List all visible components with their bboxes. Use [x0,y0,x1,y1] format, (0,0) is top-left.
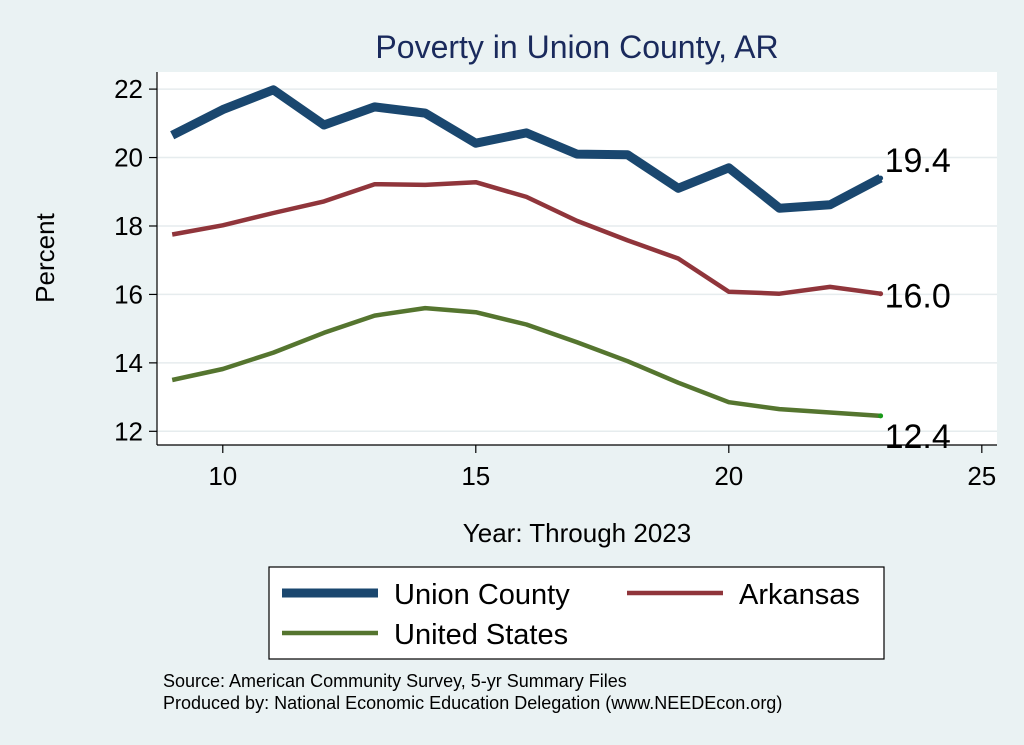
legend: Union County Arkansas United States [282,579,860,651]
plot-area [157,72,997,445]
legend-label-arkansas: Arkansas [739,579,860,611]
end-label-united-states: 12.4 [885,418,951,456]
series-endpoint-arkansas [878,291,884,297]
y-tick-label-20: 20 [114,143,143,173]
y-tick-label-12: 12 [114,416,143,446]
x-tick-label-20: 20 [714,461,743,491]
end-label-arkansas: 16.0 [885,278,951,316]
y-tick-label-16: 16 [114,279,143,309]
x-tick-label-25: 25 [967,461,996,491]
y-tick-label-22: 22 [114,74,143,104]
x-tick-label-10: 10 [208,461,237,491]
series-line-arkansas [171,179,881,296]
x-axis-label: Year: Through 2023 [463,518,691,548]
y-axis-label: Percent [30,212,60,302]
source-line-1: Source: American Community Survey, 5-yr … [163,671,627,691]
legend-box [268,566,885,660]
end-label-union-county: 19.4 [885,142,951,180]
series-endpoint-union-county [878,175,884,181]
legend-label-union-county: Union County [394,579,570,611]
end-labels: 19.4 16.0 12.4 [885,142,951,456]
y-tick-label-14: 14 [114,348,143,378]
series-line-union-county [170,85,883,213]
series-lines [170,85,884,419]
series-endpoint-united-states [878,413,884,419]
legend-label-united-states: United States [394,619,568,651]
y-tick-label-18: 18 [114,211,143,241]
x-tick-label-15: 15 [461,461,490,491]
axes: 12 14 16 18 20 22 10 15 20 25 [114,72,997,491]
series-line-united-states [171,305,881,419]
chart-title: Poverty in Union County, AR [375,29,778,65]
source-line-2: Produced by: National Economic Education… [163,693,782,713]
